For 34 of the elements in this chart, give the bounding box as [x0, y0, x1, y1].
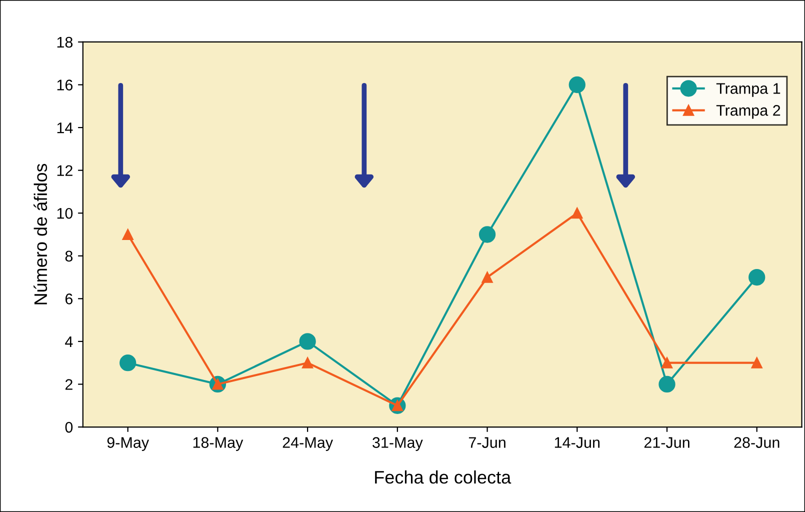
point: [482, 272, 493, 283]
x-tick-label: 18-May: [193, 437, 244, 451]
legend-label: Trampa 2: [716, 104, 780, 119]
point: [120, 354, 136, 372]
point: [572, 208, 583, 219]
point: [661, 357, 673, 368]
x-tick-label: 9-May: [107, 437, 150, 451]
y-tick-label: 12: [57, 165, 72, 176]
x-tick-label: 7-Jun: [468, 437, 506, 448]
y-tick-label: 10: [57, 208, 73, 219]
point: [658, 376, 676, 393]
y-tick-label: 14: [57, 122, 73, 134]
legend-label: Trampa 1: [716, 83, 780, 97]
point: [302, 357, 314, 368]
y-tick-label: 18: [57, 36, 73, 48]
y-tick-label: 2: [65, 379, 72, 390]
y-tick-label: 4: [65, 336, 73, 347]
point: [478, 226, 496, 243]
x-tick-label: 28-Jun: [734, 437, 780, 448]
point: [122, 228, 134, 240]
y-tick-label: 16: [57, 80, 73, 90]
y-tick-label: 6: [65, 294, 73, 304]
y-tick-label: 8: [65, 250, 73, 262]
x-axis-title: Fecha de colecta: [375, 470, 512, 484]
x-tick-label: 24-May: [282, 437, 334, 451]
y-tick-label: 0: [65, 422, 73, 433]
x-tick-label: 21-Jun: [644, 437, 690, 448]
point: [568, 76, 586, 94]
y-axis-title: Número de áfidos: [34, 164, 48, 304]
point: [751, 357, 762, 368]
x-tick-label: 31-May: [372, 437, 423, 451]
x-tick-label: 14-Jun: [554, 437, 600, 448]
point: [299, 333, 316, 350]
point: [748, 268, 766, 286]
